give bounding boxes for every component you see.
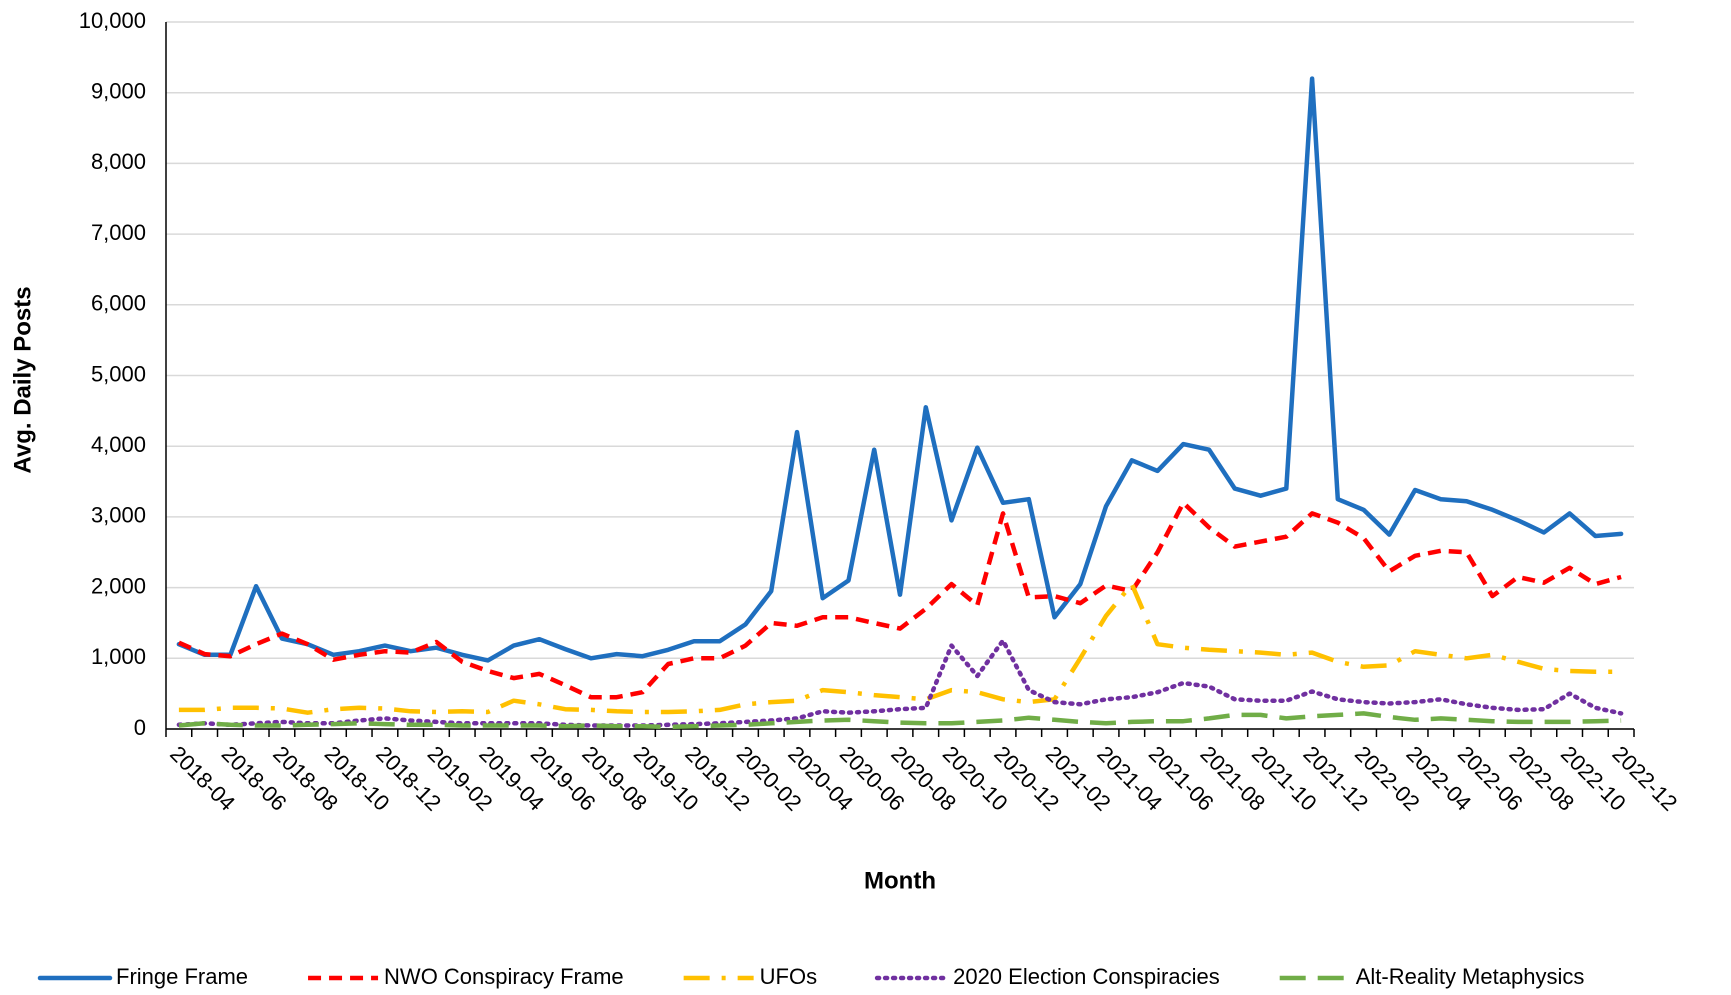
y-axis-title: Avg. Daily Posts: [9, 286, 36, 473]
y-tick-label: 1,000: [91, 644, 146, 669]
y-tick-label: 4,000: [91, 432, 146, 457]
y-tick-label: 10,000: [79, 8, 146, 33]
legend-label: Alt-Reality Metaphysics: [1356, 964, 1585, 989]
y-tick-label: 2,000: [91, 573, 146, 598]
line-series: [176, 638, 1624, 728]
legend-label: 2020 Election Conspiracies: [953, 964, 1220, 989]
y-tick-label: 7,000: [91, 220, 146, 245]
line-series: [177, 500, 1622, 700]
y-tick-label: 3,000: [91, 503, 146, 528]
legend-label: UFOs: [760, 964, 817, 989]
y-tick-label: 0: [134, 715, 146, 740]
legend-label: Fringe Frame: [116, 964, 248, 989]
line-series: [178, 581, 1622, 715]
legend-label: NWO Conspiracy Frame: [384, 964, 624, 989]
y-tick-label: 8,000: [91, 149, 146, 174]
line-series: [178, 711, 1622, 730]
line-series: [176, 76, 1624, 663]
y-tick-label: 9,000: [91, 79, 146, 104]
x-axis-title: Month: [864, 867, 936, 894]
y-tick-label: 6,000: [91, 291, 146, 316]
y-tick-label: 5,000: [91, 361, 146, 386]
